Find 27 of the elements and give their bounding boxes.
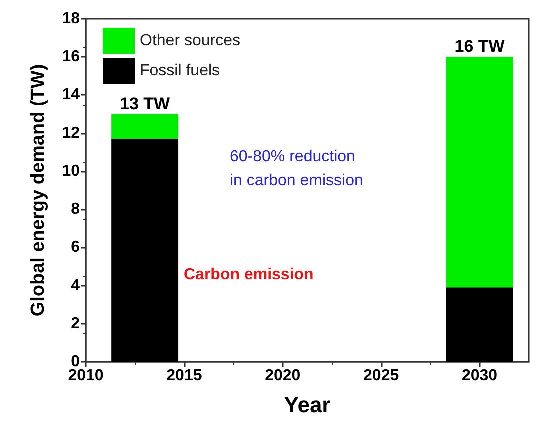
total-label: 13 TW bbox=[120, 94, 172, 114]
y-tick-label: 10 bbox=[62, 162, 80, 180]
y-tick-label: 4 bbox=[71, 277, 80, 294]
x-tick-label: 2015 bbox=[166, 368, 202, 384]
x-tick-label: 2010 bbox=[68, 368, 104, 384]
y-tick-label: 18 bbox=[62, 10, 80, 28]
x-tick-label: 2030 bbox=[462, 368, 498, 384]
y-tick-label: 12 bbox=[62, 124, 80, 142]
legend-label: Other sources bbox=[140, 32, 240, 50]
y-tick-label: 8 bbox=[71, 201, 80, 218]
y-tick-label: 0 bbox=[71, 354, 80, 370]
bar bbox=[446, 57, 514, 288]
x-tick-label: 2025 bbox=[364, 368, 400, 384]
annotation: 60-80% reduction in carbon emission bbox=[230, 148, 364, 190]
legend-label: Fossil fuels bbox=[140, 62, 220, 80]
y-tick-label: 14 bbox=[62, 86, 80, 104]
bar bbox=[446, 288, 514, 362]
y-tick-label: 6 bbox=[71, 239, 80, 256]
y-tick-label: 2 bbox=[71, 315, 80, 332]
bar bbox=[112, 139, 179, 362]
y-tick-label: 16 bbox=[62, 48, 80, 66]
bar bbox=[112, 114, 179, 140]
x-tick-label: 2020 bbox=[265, 368, 301, 384]
total-label: 16 TW bbox=[454, 37, 506, 56]
y-axis-title: Global energy demand (TW) bbox=[28, 64, 49, 317]
x-axis-title: Year bbox=[284, 392, 332, 418]
annotation: Carbon emission bbox=[184, 266, 314, 284]
